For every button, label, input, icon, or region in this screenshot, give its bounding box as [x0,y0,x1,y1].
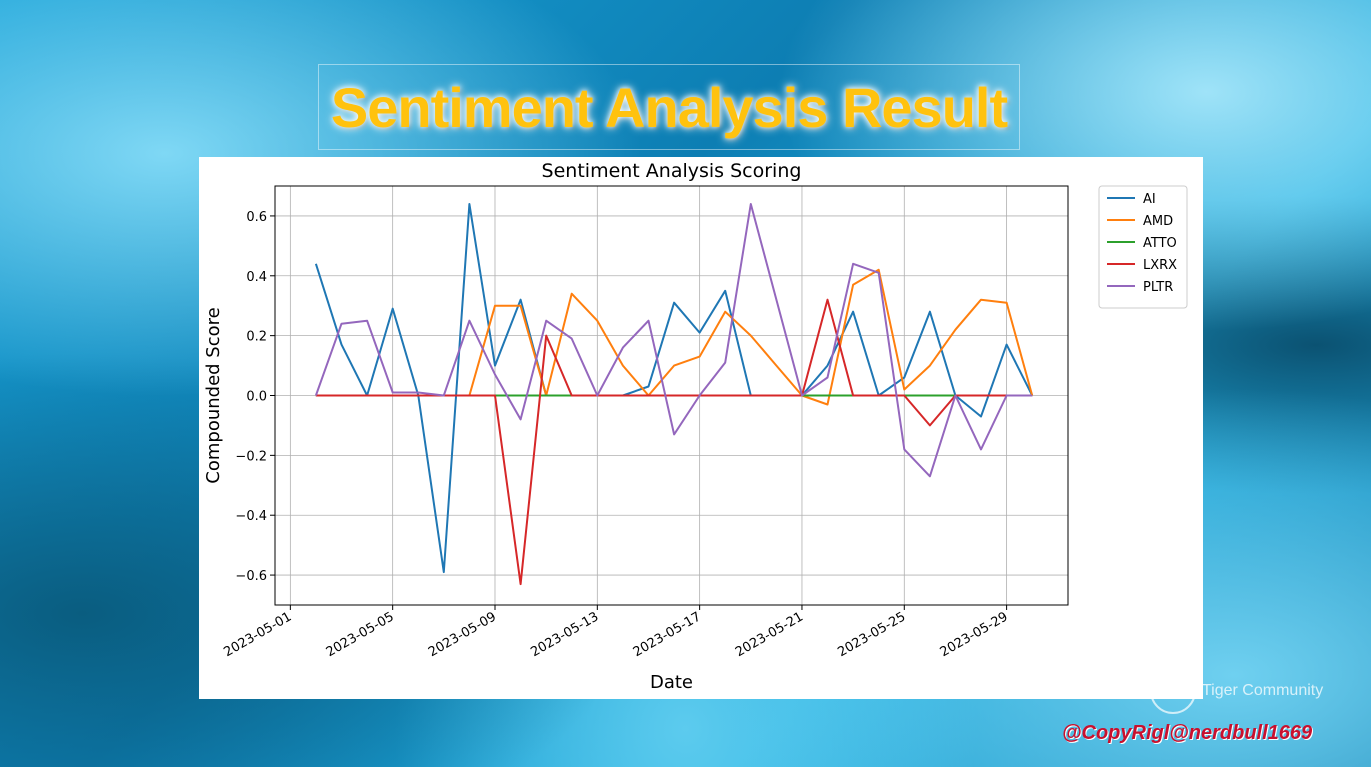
legend-label-amd: AMD [1143,214,1173,229]
legend-label-atto: ATTO [1143,236,1177,251]
legend-box [1098,185,1188,309]
tiger-logo-icon: ☯ [1150,668,1196,714]
series-line-amd [315,268,1034,406]
y-axis-label: Compounded Score [203,307,224,483]
y-tick-label: 0.0 [246,390,267,405]
legend-label-pltr: PLTR [1143,280,1173,295]
copyright-text: @CopyRigl@nerdbull1669 [1062,722,1313,744]
y-tick-label: 0.4 [246,270,267,285]
slide-title: Sentiment Analysis Result [318,64,1020,150]
brand-watermark: ☯ Tiger Community [1150,668,1323,714]
series-line-lxrx [315,298,1033,586]
x-tick-label: 2023-05-21 [733,609,806,660]
x-tick-label: 2023-05-17 [631,609,704,660]
y-tick-label: 0.6 [246,210,267,225]
legend-label-ai: AI [1143,192,1156,207]
plot-frame [274,185,1069,606]
x-tick-label: 2023-05-01 [221,609,294,660]
x-tick-label: 2023-05-29 [938,609,1011,660]
chart-title: Sentiment Analysis Scoring [542,160,802,182]
y-tick-label: −0.2 [235,449,267,464]
series-line-pltr [314,203,1033,478]
chart-panel: Sentiment Analysis Scoring −0.6 −0.4 −0.2 0.… [199,157,1203,699]
y-tick-label: −0.6 [235,569,267,584]
y-tick-label: −0.4 [235,509,267,524]
line-chart: Sentiment Analysis Scoring −0.6 −0.4 −0.2 0.… [203,160,1188,693]
series-line-ai [314,203,1034,574]
x-tick-label: 2023-05-13 [528,609,601,660]
y-tick-label: 0.2 [246,330,267,345]
x-tick-label: 2023-05-25 [835,609,908,660]
x-axis-label: Date [650,672,693,693]
brand-label: Tiger Community [1202,682,1324,699]
x-tick-label: 2023-05-05 [324,609,397,660]
legend-label-lxrx: LXRX [1143,258,1177,273]
x-tick-label: 2023-05-09 [426,609,499,660]
